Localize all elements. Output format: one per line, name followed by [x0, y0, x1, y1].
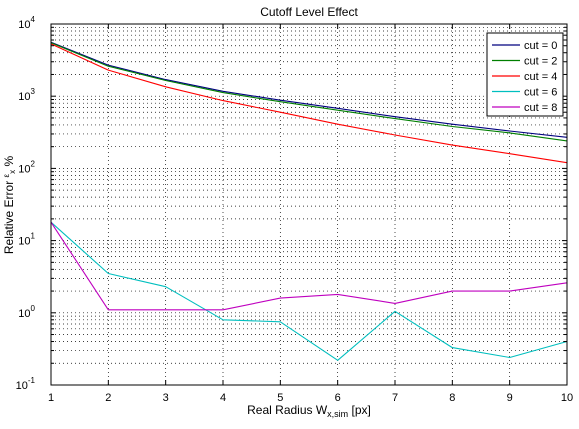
ticks	[50, 24, 568, 385]
x-tick-label: 3	[163, 392, 169, 404]
legend-box	[486, 32, 564, 117]
x-tick-label: 10	[561, 392, 573, 404]
x-tick-label: 2	[105, 392, 111, 404]
plot-frame	[50, 23, 568, 386]
plot-area	[50, 23, 568, 386]
x-tick-label: 8	[449, 392, 455, 404]
y-axis-label-subscript: x	[8, 170, 17, 174]
y-tick-exponent: 0	[31, 304, 36, 313]
y-tick-exponent: 2	[31, 159, 36, 168]
legend-label-3: cut = 4	[524, 71, 557, 83]
x-tick-label: 5	[277, 392, 283, 404]
series-lines	[50, 41, 568, 361]
y-tick-exponent: 1	[31, 232, 36, 241]
series-line-5	[50, 221, 568, 311]
y-tick-label: 104	[18, 15, 35, 31]
x-axis-label: Real Radius Wx,sim [px]	[247, 403, 371, 419]
plot-background	[51, 24, 567, 385]
y-axis-label: Relative Error εx %	[2, 156, 17, 255]
legend-label-1: cut = 0	[524, 40, 557, 52]
y-tick-exponent: -1	[28, 376, 36, 385]
y-tick-label: 103	[18, 87, 35, 103]
y-tick-exponent: 4	[31, 15, 36, 24]
x-axis-label-subscript: x,sim	[327, 409, 348, 419]
y-tick-label: 10-1	[16, 376, 36, 392]
legend-label-5: cut = 8	[524, 102, 557, 114]
legend-label-2: cut = 2	[524, 56, 557, 68]
x-tick-label: 7	[392, 392, 398, 404]
y-tick-label: 100	[18, 304, 35, 320]
y-tick-exponent: 3	[31, 87, 36, 96]
legend: cut = 0 cut = 2 cut = 4 cut = 6 cut = 8	[486, 32, 564, 117]
series-line-2	[50, 42, 568, 142]
series-line-4	[50, 221, 568, 361]
series-line-3	[50, 43, 568, 164]
x-tick-label: 1	[48, 392, 54, 404]
x-tick-labels: 1 2 3 4 5 6 7 8 9 10	[48, 392, 573, 404]
y-tick-label: 102	[18, 159, 35, 175]
legend-label-4: cut = 6	[524, 87, 557, 99]
x-tick-label: 6	[335, 392, 341, 404]
chart-title: Cutoff Level Effect	[260, 5, 358, 19]
y-tick-label: 101	[18, 232, 35, 248]
series-line-1	[50, 41, 568, 138]
x-tick-label: 4	[220, 392, 226, 404]
x-tick-label: 9	[507, 392, 513, 404]
